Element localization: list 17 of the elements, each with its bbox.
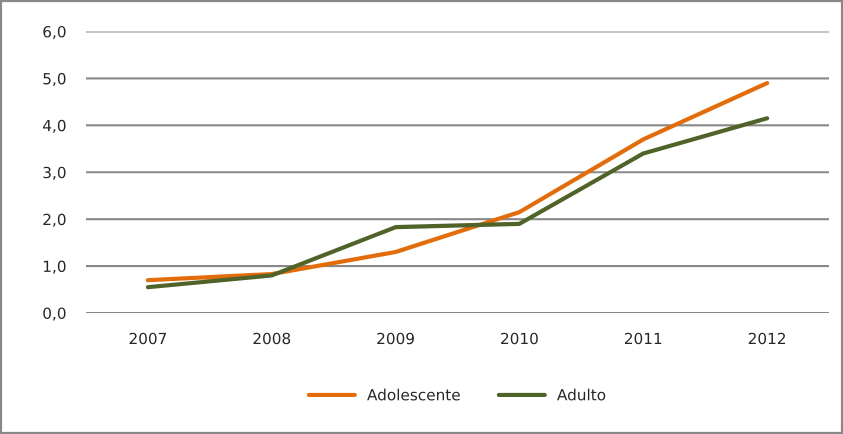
line-series — [146, 81, 770, 282]
line-series — [146, 116, 770, 290]
x-tick-label: 2009 — [377, 332, 414, 344]
y-tick-label: 4,0 — [43, 120, 66, 133]
y-tick-label: 5,0 — [43, 72, 66, 86]
legend-label: Adolescente — [367, 388, 460, 401]
y-tick-label: 1,0 — [44, 260, 66, 274]
x-tick-label: 2012 — [748, 332, 785, 344]
y-tick-label: 2,0 — [43, 214, 66, 227]
x-tick-label: 2010 — [501, 332, 538, 344]
x-tick-label: 2011 — [624, 332, 662, 344]
x-tick-label: 2008 — [253, 332, 290, 344]
legend-label: Adulto — [557, 388, 606, 401]
y-tick-label: 3,0 — [43, 166, 66, 180]
y-tick-label: 6,0 — [43, 26, 66, 40]
x-tick-label: 2007 — [130, 332, 166, 344]
y-tick-label: 0,0 — [43, 307, 66, 321]
